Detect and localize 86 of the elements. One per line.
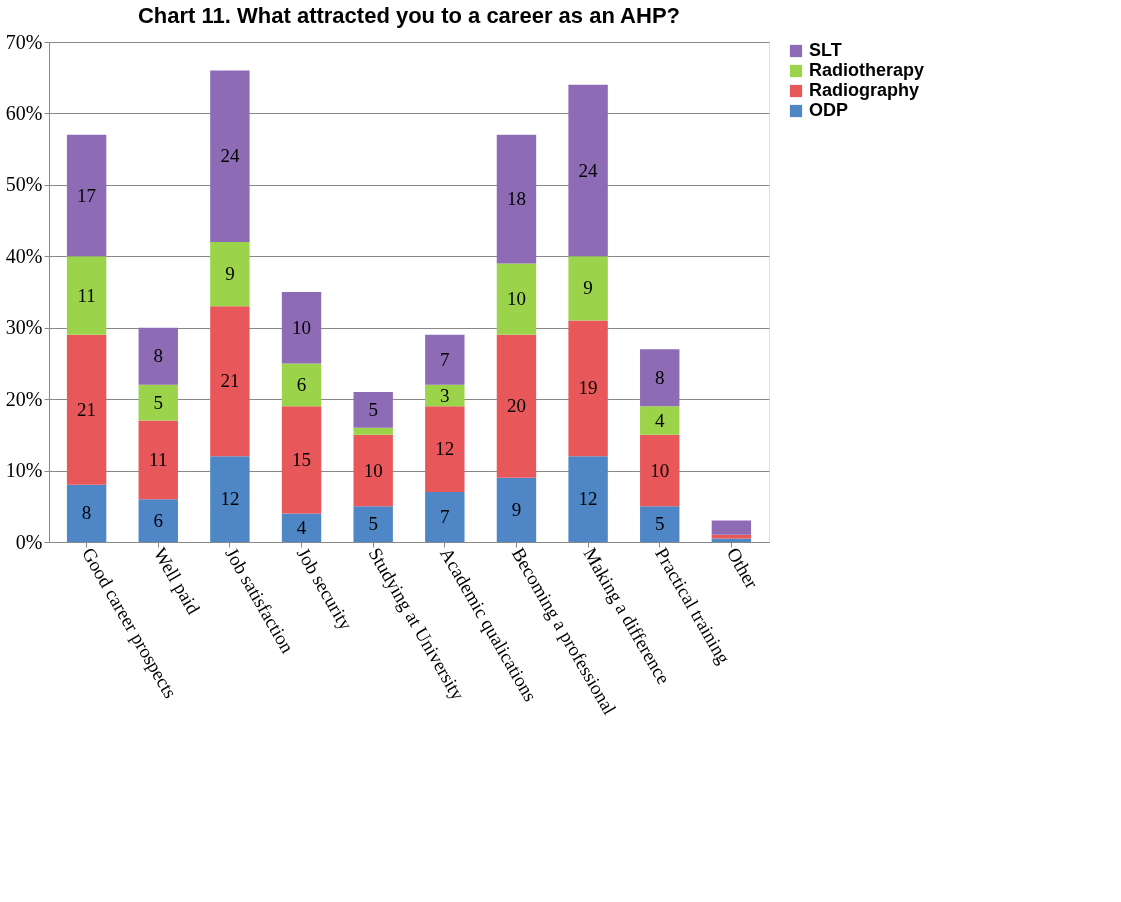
bar [66, 334, 107, 485]
data-label: 10 [506, 288, 526, 310]
data-label: 24 [578, 159, 599, 181]
bar [210, 70, 250, 242]
data-label: 8 [81, 502, 92, 524]
legend-label: ODP [809, 100, 849, 120]
data-label: 3 [440, 384, 450, 406]
data-label: 7 [440, 506, 450, 527]
data-label: 8 [153, 345, 163, 367]
y-tick-label: 40% [5, 244, 43, 267]
legend-label: Radiotherapy [809, 60, 925, 80]
bar [353, 506, 393, 542]
bar [210, 242, 250, 307]
legend-label: Radiography [809, 80, 920, 100]
bar [496, 134, 537, 264]
bar [640, 506, 680, 542]
bar [281, 292, 322, 364]
data-label: 18 [506, 188, 526, 210]
data-label: 10 [292, 316, 312, 338]
bar [496, 263, 537, 335]
bar [496, 477, 537, 542]
data-label: 12 [435, 438, 455, 460]
data-label: 19 [578, 377, 598, 399]
y-tick-label: 70% [5, 30, 43, 53]
y-tick-label: 50% [5, 173, 43, 196]
bar [210, 456, 250, 542]
data-label: 8 [655, 366, 665, 388]
data-label: 20 [506, 395, 526, 417]
data-label: 10 [650, 459, 670, 481]
data-label: 12 [578, 488, 598, 510]
bar [425, 492, 465, 542]
bar [425, 334, 465, 385]
data-label: 21 [77, 398, 97, 420]
y-tick-label: 30% [5, 316, 43, 339]
data-label: 5 [368, 513, 378, 535]
bar [496, 334, 537, 478]
bar [640, 434, 680, 507]
bar [281, 363, 322, 407]
bar [138, 384, 178, 421]
bar [425, 384, 465, 407]
legend-label: SLT [809, 40, 842, 60]
data-label: 21 [220, 370, 240, 392]
bar [353, 427, 393, 435]
data-label: 11 [77, 284, 96, 306]
data-label: 9 [511, 498, 522, 520]
data-label: 17 [77, 184, 97, 206]
y-tick-label: 60% [5, 101, 43, 124]
bar [568, 320, 608, 457]
data-label: 6 [296, 373, 307, 395]
data-label: 10 [363, 459, 383, 481]
data-label: 7 [440, 348, 450, 370]
data-label: 24 [220, 145, 240, 167]
bar [281, 406, 322, 514]
bar [353, 434, 393, 507]
data-label: 15 [292, 448, 312, 470]
data-label: 5 [368, 398, 378, 420]
bar [138, 499, 178, 542]
bar [66, 484, 107, 542]
data-label: 9 [583, 277, 593, 299]
y-tick-label: 20% [5, 387, 43, 410]
bar [640, 406, 680, 435]
bar [425, 406, 465, 492]
data-label: 12 [220, 488, 240, 510]
bar [138, 420, 178, 500]
bar [711, 538, 752, 542]
y-tick-label: 10% [5, 459, 43, 482]
chart-title: Chart 11. What attracted you to a career as an AHP? [137, 3, 681, 28]
data-label: 4 [296, 516, 307, 538]
bar [640, 349, 680, 407]
data-label: 11 [149, 448, 168, 470]
bar [568, 256, 608, 321]
data-label: 5 [655, 513, 665, 535]
bar [711, 520, 752, 535]
bar [66, 134, 107, 257]
data-label: 6 [153, 509, 163, 531]
bar [66, 256, 107, 335]
data-label: 5 [153, 391, 163, 413]
bar [210, 306, 250, 457]
bar [281, 513, 322, 542]
data-label: 9 [225, 263, 235, 285]
data-label: 4 [655, 409, 665, 431]
bar [138, 327, 178, 385]
bar [353, 392, 393, 428]
y-tick-label: 0% [15, 530, 43, 553]
bar [568, 456, 608, 542]
bar [568, 84, 608, 257]
